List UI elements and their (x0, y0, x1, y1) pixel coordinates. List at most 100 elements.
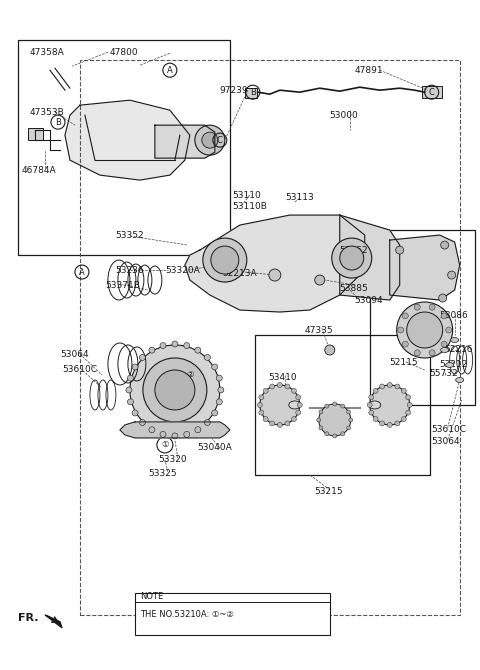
Text: 53064: 53064 (432, 438, 460, 446)
Circle shape (398, 327, 404, 333)
Bar (18, 40, 230, 255)
Circle shape (441, 341, 447, 347)
Text: 53410: 53410 (268, 373, 297, 383)
Circle shape (325, 431, 329, 436)
Polygon shape (390, 235, 460, 300)
Circle shape (277, 383, 282, 387)
Circle shape (429, 350, 435, 356)
Circle shape (126, 387, 132, 393)
Polygon shape (45, 615, 62, 628)
Circle shape (204, 354, 210, 360)
Circle shape (373, 417, 378, 421)
Text: ②: ② (186, 371, 193, 379)
Circle shape (341, 431, 345, 436)
Circle shape (212, 410, 217, 416)
Circle shape (195, 125, 225, 155)
Polygon shape (120, 422, 230, 438)
Circle shape (407, 403, 412, 407)
Circle shape (395, 421, 400, 426)
Text: 52115: 52115 (390, 358, 419, 367)
Text: A: A (167, 66, 173, 74)
Circle shape (212, 364, 217, 370)
Text: 53371B: 53371B (105, 281, 140, 289)
Text: 53610C: 53610C (62, 365, 97, 375)
Circle shape (315, 275, 325, 285)
Circle shape (414, 350, 420, 356)
Circle shape (139, 419, 145, 425)
Circle shape (369, 395, 374, 400)
Text: THE NO.53210A: ①~②: THE NO.53210A: ①~② (140, 610, 234, 619)
Circle shape (216, 375, 222, 381)
Circle shape (319, 410, 323, 414)
Text: 53352: 53352 (115, 230, 144, 240)
Text: 52216: 52216 (444, 346, 473, 354)
Ellipse shape (445, 362, 454, 367)
Circle shape (149, 347, 155, 353)
Circle shape (445, 327, 452, 333)
Bar (370, 230, 475, 405)
Circle shape (414, 304, 420, 310)
Circle shape (184, 342, 190, 348)
Circle shape (160, 342, 166, 348)
Bar (135, 593, 330, 634)
Circle shape (259, 410, 264, 415)
Text: 47353B: 47353B (30, 108, 65, 117)
Text: 53325: 53325 (148, 470, 177, 478)
Circle shape (270, 421, 275, 426)
Circle shape (257, 403, 262, 407)
Text: 47335: 47335 (305, 326, 334, 334)
Text: 53113: 53113 (285, 192, 313, 202)
Circle shape (370, 385, 410, 425)
Text: C: C (217, 135, 223, 145)
Text: 53000: 53000 (330, 111, 359, 120)
Circle shape (203, 238, 247, 282)
Circle shape (333, 402, 337, 406)
Circle shape (260, 385, 300, 425)
Circle shape (296, 410, 301, 415)
Circle shape (441, 313, 447, 319)
Circle shape (319, 426, 323, 430)
Circle shape (319, 404, 351, 436)
Circle shape (172, 341, 178, 347)
Text: 53610C: 53610C (432, 425, 467, 434)
Circle shape (132, 410, 138, 416)
Circle shape (380, 421, 384, 426)
Circle shape (297, 403, 302, 407)
Circle shape (429, 304, 435, 310)
Circle shape (401, 417, 407, 421)
Circle shape (340, 246, 364, 270)
Polygon shape (155, 125, 215, 158)
Circle shape (218, 387, 224, 393)
Polygon shape (340, 215, 400, 300)
Circle shape (387, 383, 392, 387)
Text: B: B (55, 118, 61, 127)
Text: 55732: 55732 (430, 369, 458, 379)
Circle shape (149, 427, 155, 433)
Bar (245, 88, 257, 98)
Ellipse shape (369, 401, 381, 409)
Circle shape (128, 375, 133, 381)
Circle shape (317, 418, 321, 422)
Circle shape (396, 302, 453, 358)
Text: 47891: 47891 (355, 66, 384, 74)
Circle shape (406, 410, 411, 415)
Bar (28, 128, 43, 140)
Text: 97239: 97239 (220, 86, 249, 94)
Circle shape (285, 421, 290, 426)
Circle shape (285, 384, 290, 389)
Circle shape (347, 410, 350, 414)
Circle shape (296, 395, 301, 400)
Circle shape (380, 384, 384, 389)
Text: 53110B: 53110B (232, 202, 267, 210)
Circle shape (263, 389, 268, 393)
Text: 47800: 47800 (110, 48, 139, 57)
Text: 53320: 53320 (158, 456, 187, 464)
Bar (80, 60, 460, 615)
Circle shape (291, 417, 297, 421)
Ellipse shape (456, 377, 464, 383)
Text: A: A (79, 267, 85, 277)
Circle shape (325, 345, 335, 355)
Circle shape (373, 389, 378, 393)
Circle shape (259, 395, 264, 400)
Ellipse shape (289, 401, 301, 409)
